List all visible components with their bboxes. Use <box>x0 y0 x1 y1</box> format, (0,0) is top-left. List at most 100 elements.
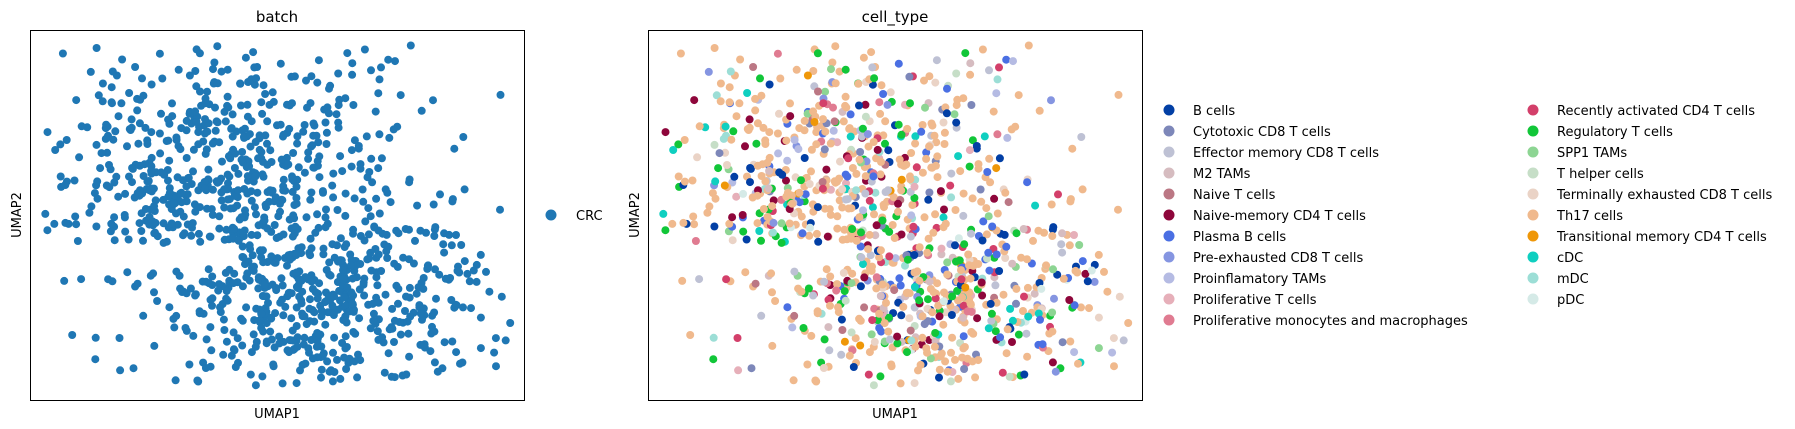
batch-point <box>174 65 183 74</box>
batch-point <box>292 251 301 259</box>
cell-type-point <box>825 346 834 355</box>
cell-type-point <box>867 48 876 57</box>
cell-type-point <box>881 117 890 126</box>
cell-type-point <box>972 142 981 150</box>
batch-point <box>255 145 264 154</box>
batch-point <box>329 169 338 178</box>
cell-type-point <box>742 235 751 244</box>
batch-point <box>60 276 69 285</box>
batch-point <box>329 311 338 319</box>
cell-type-point <box>905 314 914 323</box>
batch-point <box>311 288 320 297</box>
batch-point <box>171 376 180 385</box>
cell-type-point <box>1103 287 1112 296</box>
cell-type-point <box>795 188 804 197</box>
cell-type-point <box>982 204 991 213</box>
cell-type-point <box>1071 266 1080 275</box>
cell-type-point <box>1054 190 1062 199</box>
batch-point <box>269 360 278 369</box>
cell-type-point <box>961 49 970 58</box>
cell-type-point <box>728 213 737 222</box>
batch-point <box>492 362 500 371</box>
cell-type-point <box>965 261 973 270</box>
batch-point <box>237 314 246 323</box>
batch-point <box>341 211 350 220</box>
batch-point <box>365 168 374 176</box>
batch-point <box>177 188 186 197</box>
batch-point <box>223 92 232 101</box>
batch-point <box>336 374 345 383</box>
batch-point <box>246 370 255 379</box>
cell-type-point <box>837 315 846 324</box>
batch-point <box>386 198 395 207</box>
batch-point <box>264 298 272 307</box>
batch-point <box>130 193 139 202</box>
cell-type-point <box>952 118 961 127</box>
cell-type-point <box>930 131 939 140</box>
batch-point <box>109 135 118 144</box>
cell-type-point <box>661 226 670 235</box>
batch-point <box>383 188 392 197</box>
cell-type-point <box>1114 205 1122 214</box>
cell-type-point <box>716 97 725 106</box>
cell-type-point <box>973 314 982 323</box>
cell-type-point <box>846 110 855 119</box>
batch-point <box>262 319 271 328</box>
batch-point <box>306 234 315 243</box>
cell-type-point <box>897 230 906 239</box>
cell-type-legend-label: Naive-memory CD4 T cells <box>1193 209 1366 224</box>
batch-point <box>316 301 325 310</box>
batch-point <box>239 253 248 262</box>
cell-type-point <box>868 63 877 72</box>
cell-type-point <box>786 112 795 121</box>
batch-point <box>452 348 461 357</box>
cell-type-point <box>748 193 757 202</box>
batch-point <box>189 145 198 154</box>
batch-point <box>353 373 362 382</box>
cell-type-point <box>950 110 959 119</box>
batch-point <box>223 65 232 74</box>
batch-point <box>440 248 449 257</box>
cell-type-point <box>995 63 1003 72</box>
batch-point <box>292 379 301 388</box>
cell-type-point <box>789 376 798 385</box>
cell-type-point <box>939 118 948 127</box>
batch-point <box>189 167 197 176</box>
batch-point <box>217 67 226 76</box>
cell-type-point <box>871 188 880 197</box>
cell-type-point <box>803 360 812 369</box>
batch-point <box>469 266 478 275</box>
batch-point <box>501 336 510 345</box>
cell-type-point <box>884 186 892 195</box>
batch-point <box>330 292 339 301</box>
batch-point <box>368 178 377 187</box>
batch-point <box>350 194 359 203</box>
batch-point <box>103 122 112 131</box>
batch-point <box>343 49 352 58</box>
batch-point <box>307 188 316 197</box>
batch-point <box>289 211 298 220</box>
batch-point <box>243 112 252 121</box>
cell-type-point <box>845 351 854 360</box>
batch-point <box>306 295 314 304</box>
cell-type-point <box>768 202 777 211</box>
batch-point <box>335 286 344 295</box>
batch-point <box>349 229 357 238</box>
batch-legend: CRC <box>545 209 603 224</box>
batch-point <box>289 149 298 157</box>
batch-point <box>164 176 172 185</box>
batch-point <box>191 67 200 75</box>
cell-type-point <box>857 228 865 237</box>
cell-type-point <box>937 250 946 259</box>
batch-point <box>284 160 293 169</box>
batch-point <box>233 334 242 343</box>
batch-point <box>341 332 350 341</box>
cell-type-point <box>852 186 861 195</box>
cell-type-point <box>783 303 792 312</box>
batch-point <box>247 348 256 357</box>
cell-type-point <box>1037 284 1046 293</box>
cell-type-legend-marker <box>1163 188 1175 200</box>
cell-type-point <box>710 140 719 149</box>
cell-type-point <box>857 253 866 262</box>
